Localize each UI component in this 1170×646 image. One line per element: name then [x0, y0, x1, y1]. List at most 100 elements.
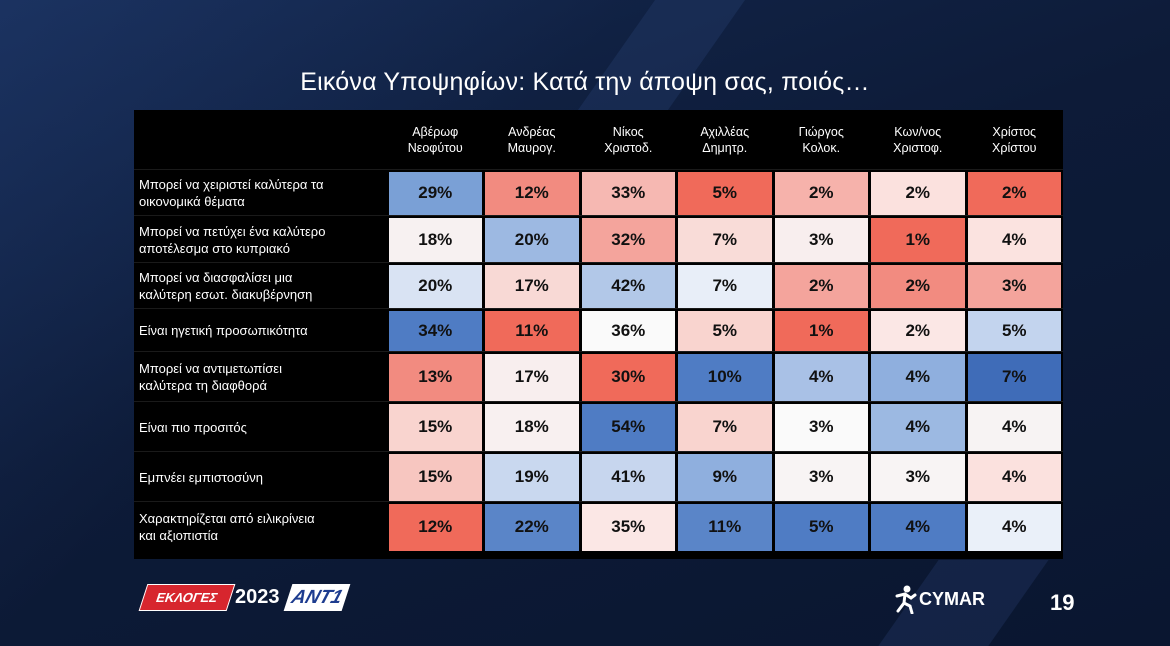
- heatmap-cell: 4%: [871, 403, 965, 451]
- row-label: Χαρακτηρίζεται από ειλικρίνεια και αξιοπι…: [134, 502, 387, 552]
- heatmap-cell: 2%: [871, 310, 965, 351]
- row-separator: [134, 351, 1063, 352]
- heatmap-cell: 5%: [774, 503, 868, 551]
- heatmap-table: Αβέρωφ Νεοφύτου Ανδρέας Μαυρογ. Νίκος Χριστοδ…: [134, 110, 1063, 559]
- heatmap-cell: 5%: [678, 310, 772, 351]
- heatmap-cell: 3%: [967, 264, 1061, 308]
- heatmap-cell: 2%: [871, 171, 965, 215]
- heatmap-cell: 17%: [485, 264, 579, 308]
- column-header-line: Χριστοδ.: [604, 141, 653, 155]
- column-header-line: Χρίστου: [992, 141, 1037, 155]
- row-label-line: Μπορεί να αντιμετωπίσει: [139, 361, 282, 376]
- heatmap-cell: 12%: [485, 171, 579, 215]
- heatmap-cell: 7%: [678, 217, 772, 262]
- row-label-line: Είναι ηγετική προσωπικότητα: [139, 323, 308, 338]
- row-separator: [134, 215, 1063, 216]
- heatmap-cell: 3%: [871, 453, 965, 501]
- column-header-line: Γιώργος: [798, 125, 844, 139]
- row-label: Εμπνέει εμπιστοσύνη: [134, 452, 387, 502]
- heatmap-cell: 11%: [485, 310, 579, 351]
- heatmap-cell: 11%: [678, 503, 772, 551]
- heatmap-cell: 4%: [871, 353, 965, 401]
- column-header-line: Χρίστος: [992, 125, 1037, 139]
- row-separator: [134, 262, 1063, 263]
- pollster-name: CYMAR: [919, 588, 985, 609]
- channel-logo: ΑΝΤ1: [283, 584, 351, 611]
- row-separator: [134, 501, 1063, 502]
- row-label-line: και αξιοπιστία: [139, 528, 219, 543]
- heatmap-cell: 3%: [774, 403, 868, 451]
- row-label-line: Μπορεί να χειριστεί καλύτερα τα: [139, 177, 324, 192]
- row-separator: [134, 401, 1063, 402]
- row-label-line: καλύτερα τη διαφθορά: [139, 378, 268, 393]
- heatmap-cell: 4%: [967, 217, 1061, 262]
- row-label-line: αποτέλεσμα στο κυπριακό: [139, 240, 290, 256]
- row-label-line: καλύτερη εσωτ. διακυβέρνηση: [139, 287, 313, 302]
- chart-title: Εικόνα Υποψηφίων: Κατά την άποψη σας, πο…: [300, 68, 870, 96]
- column-header-line: Νίκος: [612, 125, 644, 139]
- row-label-line: Είναι πιο προσιτός: [139, 419, 247, 435]
- row-label: Είναι ηγετική προσωπικότητα: [134, 309, 387, 352]
- heatmap-cell: 32%: [581, 217, 675, 262]
- column-header: Αχιλλέας Δημητρ.: [677, 110, 774, 170]
- column-header: Κων/νος Χριστοφ.: [870, 110, 967, 170]
- column-header-line: Δημητρ.: [702, 141, 748, 155]
- row-label: Μπορεί να αντιμετωπίσει καλύτερα τη διαφθ…: [134, 352, 387, 402]
- heatmap-cell: 4%: [967, 453, 1061, 501]
- heatmap-cell: 9%: [678, 453, 772, 501]
- heatmap-cell: 36%: [581, 310, 675, 351]
- heatmap-cell: 29%: [388, 171, 482, 215]
- elections-year: 2023: [235, 586, 280, 608]
- heatmap-cell: 4%: [967, 503, 1061, 551]
- pollster-logo: CYMAR: [893, 582, 1003, 616]
- heatmap-cell: 10%: [678, 353, 772, 401]
- column-header-line: Κολοκ.: [802, 141, 841, 155]
- heatmap-cell: 30%: [581, 353, 675, 401]
- column-header: Αβέρωφ Νεοφύτου: [387, 110, 484, 170]
- heatmap-cell: 18%: [485, 403, 579, 451]
- column-header-line: Αβέρωφ: [412, 125, 459, 139]
- heatmap-cell: 33%: [581, 171, 675, 215]
- heatmap-cell: 5%: [967, 310, 1061, 351]
- heatmap-cell: 13%: [388, 353, 482, 401]
- column-header-line: Μαυρογ.: [507, 141, 556, 155]
- row-separator: [134, 451, 1063, 452]
- heatmap-cell: 5%: [678, 171, 772, 215]
- column-header: Γιώργος Κολοκ.: [773, 110, 870, 170]
- row-label: Μπορεί να διασφαλίσει μια καλύτερη εσωτ. …: [134, 263, 387, 309]
- heatmap-cell: 1%: [774, 310, 868, 351]
- column-header-line: Αχιλλέας: [700, 125, 750, 139]
- column-header: Νίκος Χριστοδ.: [580, 110, 677, 170]
- heatmap-cell: 41%: [581, 453, 675, 501]
- heatmap-cell: 7%: [678, 403, 772, 451]
- heatmap-cell: 34%: [388, 310, 482, 351]
- heatmap-cell: 2%: [774, 264, 868, 308]
- heatmap-cell: 17%: [485, 353, 579, 401]
- heatmap-cell: 7%: [967, 353, 1061, 401]
- row-label-line: Μπορεί να διασφαλίσει μια: [139, 270, 293, 285]
- row-label-line: Εμπνέει εμπιστοσύνη: [139, 469, 263, 485]
- row-label-line: οικονομικά θέματα: [139, 194, 245, 209]
- column-header-line: Χριστοφ.: [893, 141, 943, 155]
- elections-2023-logo: ΕΚΛΟΓΕΣ 2023 ΑΝΤ1: [138, 584, 351, 611]
- heatmap-cell: 54%: [581, 403, 675, 451]
- elections-label: ΕΚΛΟΓΕΣ: [138, 584, 236, 611]
- heatmap-cell: 2%: [871, 264, 965, 308]
- heatmap-cell: 3%: [774, 217, 868, 262]
- column-header-line: Νεοφύτου: [407, 141, 463, 155]
- column-header-line: Κων/νος: [894, 125, 942, 139]
- heatmap-cell: 4%: [967, 403, 1061, 451]
- column-header: Χρίστος Χρίστου: [966, 110, 1063, 170]
- row-label-line: Χαρακτηρίζεται από ειλικρίνεια: [139, 511, 315, 526]
- heatmap-cell: 22%: [485, 503, 579, 551]
- heatmap-cell: 35%: [581, 503, 675, 551]
- heatmap-cell: 19%: [485, 453, 579, 501]
- heatmap-cell: 1%: [871, 217, 965, 262]
- heatmap-cell: 20%: [485, 217, 579, 262]
- heatmap-cell: 7%: [678, 264, 772, 308]
- page-number: 19: [1050, 590, 1075, 615]
- row-separator: [134, 169, 1063, 170]
- heatmap-cell: 15%: [388, 453, 482, 501]
- heatmap-cell: 4%: [871, 503, 965, 551]
- column-header: Ανδρέας Μαυρογ.: [484, 110, 581, 170]
